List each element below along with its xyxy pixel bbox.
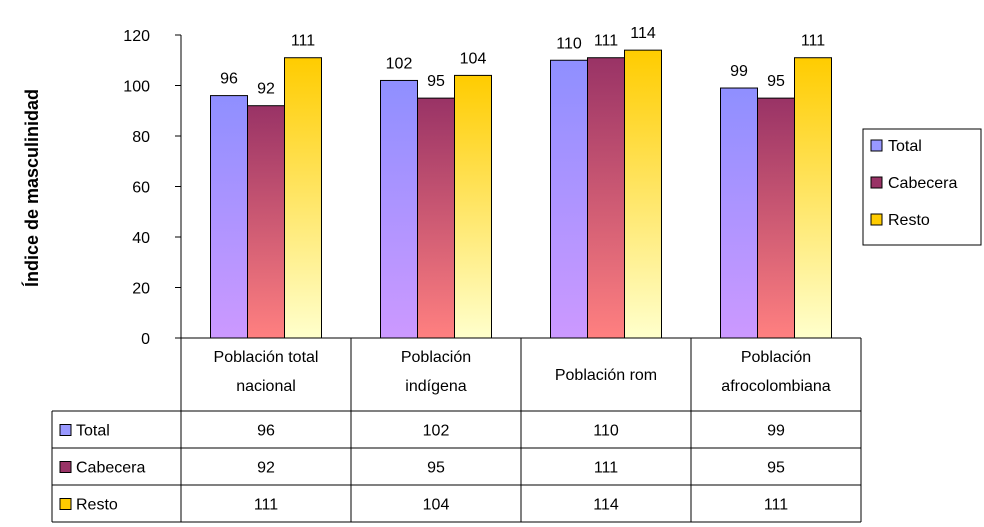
table-cell: 92 xyxy=(257,460,275,477)
y-tick-label: 100 xyxy=(123,79,150,96)
bar-resto-2 xyxy=(624,49,662,339)
bar-cabecera-0 xyxy=(247,105,285,339)
data-label: 95 xyxy=(427,73,445,90)
bar-plot: 96 92 111 102 95 104 110 111 114 99 95 111 xyxy=(210,25,832,339)
bar-cabecera-3 xyxy=(757,97,795,339)
data-label: 104 xyxy=(460,50,487,67)
table-cell: 104 xyxy=(423,497,450,514)
data-label: 95 xyxy=(767,73,785,90)
table-cell: 95 xyxy=(427,460,445,477)
legend-swatch-resto xyxy=(870,213,883,226)
data-table: Población total nacional Población indígena… xyxy=(51,337,862,523)
category-label: Población xyxy=(741,349,811,366)
legend-label: Cabecera xyxy=(888,175,957,192)
category-label: indígena xyxy=(405,378,466,395)
table-cell: 111 xyxy=(254,497,278,514)
legend-swatch-total xyxy=(870,139,883,152)
bar-resto-3 xyxy=(794,57,832,339)
category-label: Población total xyxy=(214,349,319,366)
data-label: 111 xyxy=(594,33,618,50)
bar-resto-0 xyxy=(284,57,322,339)
table-cell: 99 xyxy=(767,423,785,440)
bar-total-3 xyxy=(720,87,758,339)
legend-box xyxy=(862,128,982,246)
data-label: 96 xyxy=(220,71,238,88)
bar-total-0 xyxy=(210,95,248,339)
y-axis-label: Índice de masculinidad xyxy=(21,89,42,287)
y-tick-label: 20 xyxy=(132,281,150,298)
y-tick-label: 120 xyxy=(123,28,150,45)
category-label: afrocolombiana xyxy=(721,378,831,395)
table-cell: 111 xyxy=(594,460,618,477)
table-cell: 114 xyxy=(593,497,619,514)
bar-total-2 xyxy=(550,59,588,339)
y-tick-label: 80 xyxy=(132,129,150,146)
bar-total-1 xyxy=(380,79,418,339)
y-axis: 0 20 40 60 80 100 120 xyxy=(123,28,182,348)
bar-resto-1 xyxy=(454,74,492,339)
table-cell: 111 xyxy=(764,497,788,514)
table-series-label: Cabecera xyxy=(76,460,145,477)
table-series-label: Total xyxy=(76,423,110,440)
legend-swatch-cabecera xyxy=(870,176,883,189)
table-cell: 95 xyxy=(767,460,785,477)
data-label: 92 xyxy=(257,81,275,98)
y-tick-label: 40 xyxy=(132,230,150,247)
data-label: 114 xyxy=(630,25,656,42)
category-label: Población xyxy=(401,349,471,366)
data-label: 110 xyxy=(556,35,582,52)
table-swatch-total xyxy=(59,424,72,436)
legend-label: Resto xyxy=(888,212,930,229)
category-label: Población rom xyxy=(555,367,657,384)
data-label: 99 xyxy=(730,63,748,80)
legend-label: Total xyxy=(888,138,922,155)
category-label: nacional xyxy=(236,378,296,395)
bar-cabecera-1 xyxy=(417,97,455,339)
y-tick-label: 0 xyxy=(141,331,150,348)
table-cell: 96 xyxy=(257,423,275,440)
legend: Total Cabecera Resto xyxy=(862,128,982,246)
table-swatch-cabecera xyxy=(59,461,72,473)
table-cell: 110 xyxy=(593,423,619,440)
table-series-label: Resto xyxy=(76,497,118,514)
data-label: 111 xyxy=(801,33,825,50)
y-tick-label: 60 xyxy=(132,180,150,197)
data-label: 111 xyxy=(291,33,315,50)
data-label: 102 xyxy=(386,55,413,72)
table-cell: 102 xyxy=(423,423,450,440)
bar-cabecera-2 xyxy=(587,57,625,339)
table-swatch-resto xyxy=(59,498,72,510)
